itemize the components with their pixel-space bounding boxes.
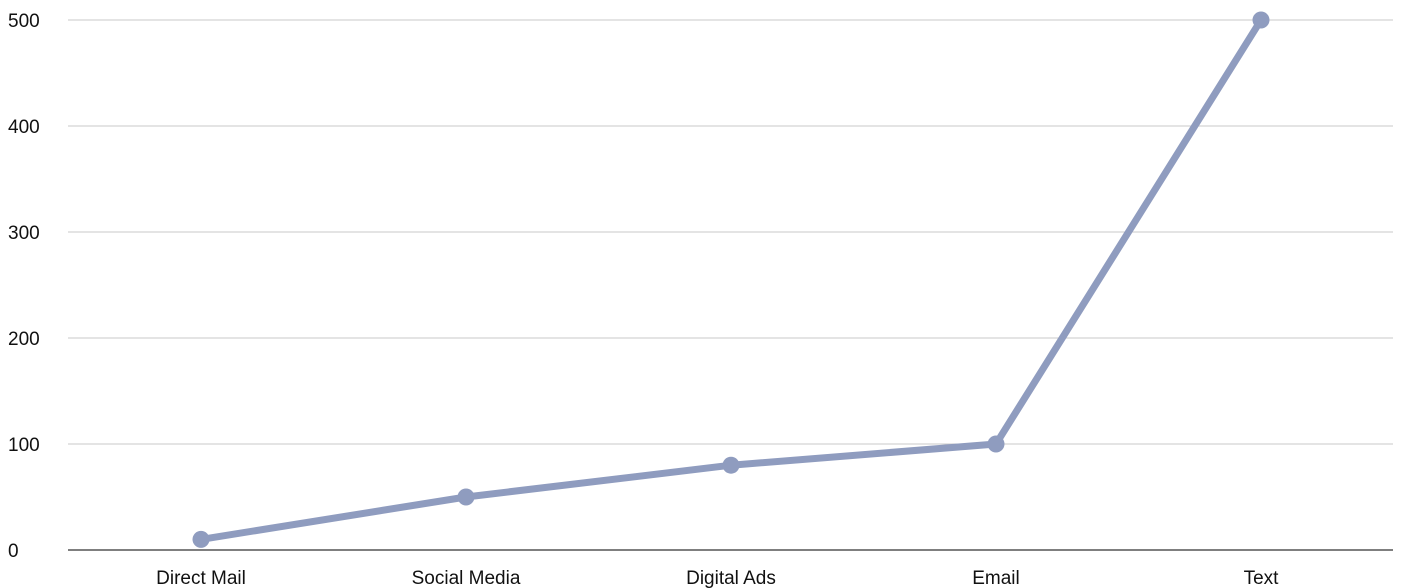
- series-group: [193, 12, 1270, 548]
- y-tick-label: 300: [8, 223, 40, 244]
- data-point: [988, 436, 1005, 453]
- x-tick-label: Text: [1244, 568, 1280, 588]
- x-tick-label: Digital Ads: [686, 568, 776, 588]
- y-tick-label: 200: [8, 329, 40, 350]
- y-tick-label: 100: [8, 435, 40, 456]
- y-tick-label: 400: [8, 117, 40, 138]
- x-tick-label: Email: [972, 568, 1020, 588]
- x-axis-ticks: Direct Mail Social Media Digital Ads Email T…: [156, 568, 1279, 588]
- data-point: [458, 489, 475, 506]
- data-point: [193, 531, 210, 548]
- data-point: [723, 457, 740, 474]
- gridlines: [68, 20, 1393, 444]
- y-axis-ticks: 0 100 200 300 400 500: [8, 11, 40, 562]
- data-point: [1253, 12, 1270, 29]
- y-tick-label: 0: [8, 541, 19, 562]
- x-tick-label: Social Media: [412, 568, 521, 588]
- y-tick-label: 500: [8, 11, 40, 32]
- x-tick-label: Direct Mail: [156, 568, 246, 588]
